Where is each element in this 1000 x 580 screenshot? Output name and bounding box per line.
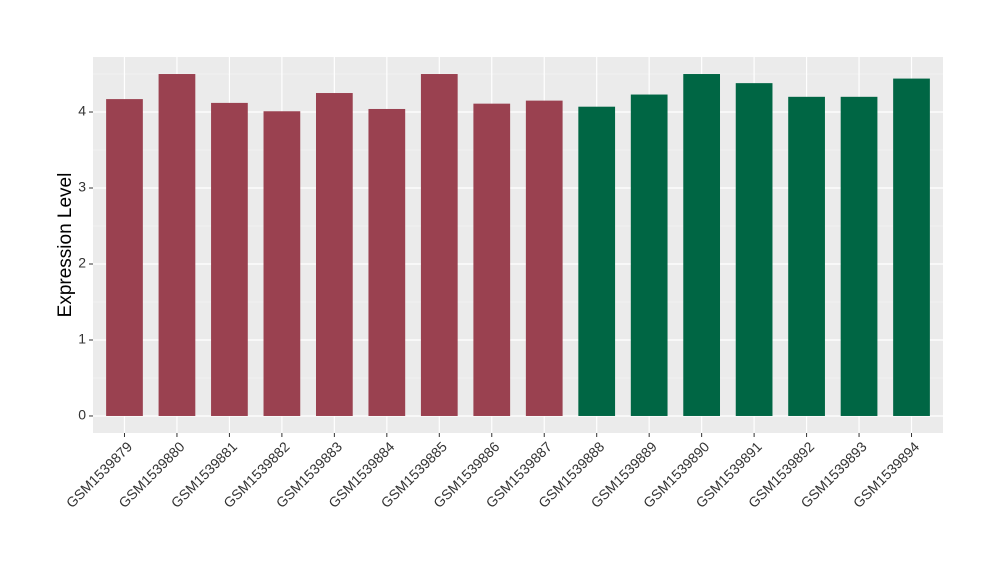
bar <box>473 103 511 416</box>
bar <box>630 94 668 416</box>
bar <box>420 74 458 416</box>
y-tick-label: 4 <box>78 103 86 119</box>
y-tick-label: 3 <box>78 179 86 195</box>
y-axis-label: Expression Level <box>55 173 76 318</box>
bar <box>263 111 301 416</box>
bar <box>578 106 616 416</box>
bar <box>158 74 196 416</box>
bar <box>211 102 248 416</box>
y-tick-label: 2 <box>78 255 86 271</box>
bar <box>735 83 773 416</box>
bar <box>788 96 825 416</box>
bar <box>683 74 721 416</box>
bar <box>368 108 406 416</box>
bar <box>315 93 353 416</box>
bar <box>106 99 143 416</box>
bar <box>840 96 878 416</box>
bar <box>525 100 563 416</box>
y-tick-label: 1 <box>78 331 86 347</box>
bar <box>893 78 930 416</box>
y-tick-label: 0 <box>78 407 86 423</box>
